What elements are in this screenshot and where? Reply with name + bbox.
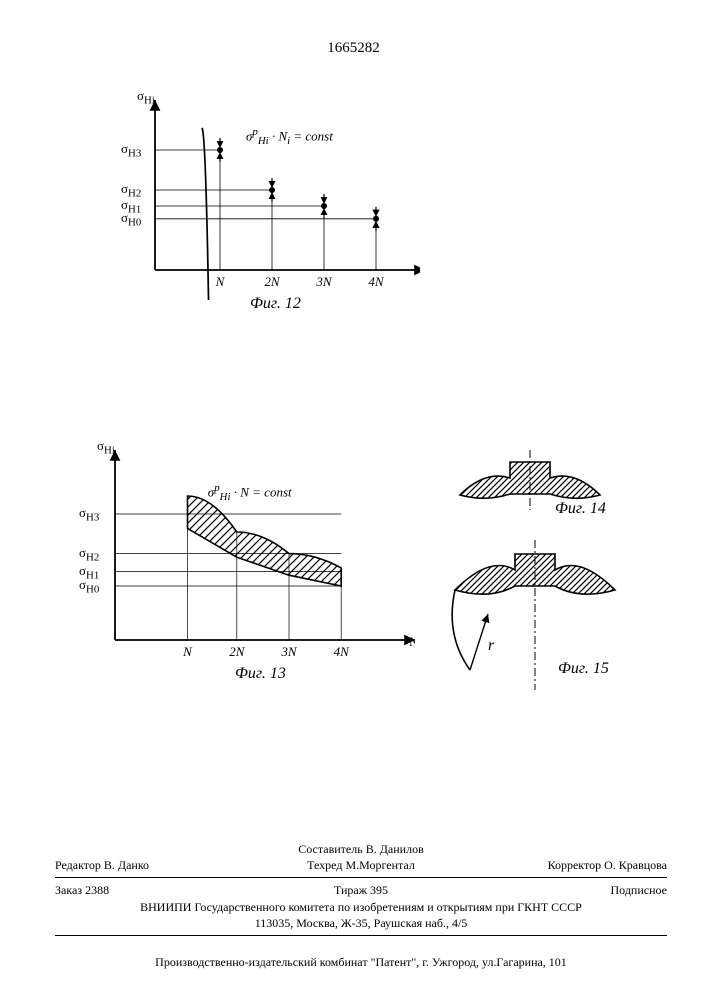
compiler-label: Составитель [298,842,362,856]
sub-label: Подписное [611,883,668,897]
print-line: Производственно-издательский комбинат "П… [55,955,667,970]
doc-number: 1665282 [0,40,707,57]
compiler-name: В. Данилов [366,842,424,856]
svg-text:4N: 4N [368,274,385,289]
addr-line: 113035, Москва, Ж-35, Раушская наб., 4/5 [55,915,667,931]
svg-text:3N: 3N [280,644,298,659]
radius-label: r [488,637,495,654]
fig14-shape [440,450,620,530]
order-label: Заказ [55,883,82,897]
fig15-caption: Фиг. 15 [558,660,609,678]
svg-text:3N: 3N [315,274,333,289]
corrector-name: О. Кравцова [604,858,667,872]
fig12-plot: σH3σH2σH1σH0N2N3N4NσHiNЦσpHi · Ni = cons… [120,90,420,300]
figure-13: σH3σH2σH1σH0N2N3N4NσHiNЦσpHi · N = const… [75,440,415,674]
tirazh-label: Тираж [334,883,367,897]
figure-14: Фиг. 14 [440,450,620,534]
order-num: 2388 [85,883,109,897]
fig12-caption: Фиг. 12 [250,295,301,313]
svg-text:N: N [215,274,226,289]
editor-label: Редактор [55,858,101,872]
svg-text:2N: 2N [229,644,246,659]
svg-text:N: N [182,644,193,659]
footer-block: Составитель В. Данилов Редактор В. Данко… [55,841,667,940]
tirazh-num: 395 [370,883,388,897]
svg-text:2N: 2N [264,274,281,289]
svg-text:4N: 4N [334,644,351,659]
tech-name: М.Моргентал [345,858,414,872]
fig13-plot: σH3σH2σH1σH0N2N3N4NσHiNЦσpHi · N = const [75,440,415,670]
fig14-caption: Фиг. 14 [555,500,606,518]
org-line: ВНИИПИ Государственного комитета по изоб… [55,899,667,915]
figure-12: σH3σH2σH1σH0N2N3N4NσHiNЦσpHi · Ni = cons… [120,90,420,304]
corrector-label: Корректор [548,858,602,872]
page: 1665282 σH3σH2σH1σH0N2N3N4NσHiNЦσpHi · N… [0,0,707,1000]
tech-label: Техред [307,858,342,872]
editor-name: В. Данко [104,858,149,872]
figure-15: r Фиг. 15 [440,540,630,704]
fig13-caption: Фиг. 13 [235,665,286,683]
